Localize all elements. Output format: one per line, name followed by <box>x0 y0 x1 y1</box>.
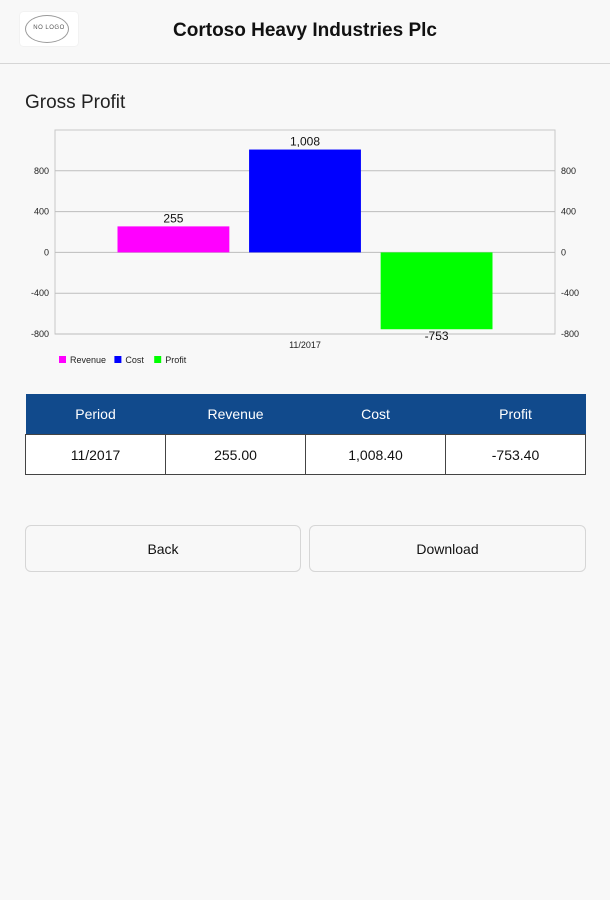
back-button[interactable]: Back <box>25 525 301 572</box>
legend-label-profit: Profit <box>165 355 187 365</box>
legend-swatch-revenue <box>59 356 66 363</box>
y-tick-label-right: -800 <box>561 329 579 339</box>
app-title: Cortoso Heavy Industries Plc <box>173 20 437 41</box>
legend-label-cost: Cost <box>125 355 144 365</box>
y-tick-label-left: 800 <box>34 166 49 176</box>
y-tick-label-right: -400 <box>561 288 579 298</box>
data-label-cost: 1,008 <box>290 135 320 149</box>
header-revenue: Revenue <box>165 394 306 435</box>
cell-cost: 1,008.40 <box>305 434 446 475</box>
y-tick-label-right: 0 <box>561 247 566 257</box>
y-tick-label-left: -800 <box>31 329 49 339</box>
cell-period: 11/2017 <box>25 434 166 475</box>
gross-profit-chart: 800 800 400 400 0 0 -400 -400 -800 -800 255 1,008 -7… <box>25 122 585 372</box>
y-tick-label-left: 0 <box>44 247 49 257</box>
app-header: NO LOGO Cortoso Heavy Industries Plc <box>0 0 610 64</box>
y-tick-label-left: 400 <box>34 207 49 217</box>
logo-text: NO LOGO <box>33 25 65 31</box>
chart-svg: 800 800 400 400 0 0 -400 -400 -800 -800 255 1,008 -7… <box>31 129 579 365</box>
header-period: Period <box>25 394 166 435</box>
section-title: Gross Profit <box>25 92 126 113</box>
company-logo: NO LOGO <box>20 12 78 46</box>
y-tick-label-right: 400 <box>561 207 576 217</box>
table-header-row: Period Revenue Cost Profit <box>25 394 586 435</box>
legend-swatch-profit <box>154 356 162 363</box>
x-tick-label: 11/2017 <box>289 340 321 350</box>
y-tick-label-left: -400 <box>31 288 49 298</box>
y-tick-label-right: 800 <box>561 166 576 176</box>
header-profit: Profit <box>445 394 586 435</box>
cell-profit: -753.40 <box>445 434 586 475</box>
header-cost: Cost <box>305 394 446 435</box>
data-table: Period Revenue Cost Profit 11/2017 255.0… <box>25 394 586 475</box>
bar-profit <box>380 252 493 330</box>
bar-revenue <box>117 226 230 253</box>
table-row: 11/2017 255.00 1,008.40 -753.40 <box>25 434 586 475</box>
bar-cost <box>249 149 361 253</box>
data-label-revenue: 255 <box>163 211 183 225</box>
legend-swatch-cost <box>114 356 122 363</box>
download-button[interactable]: Download <box>309 525 586 572</box>
logo-ring <box>25 15 69 43</box>
cell-revenue: 255.00 <box>165 434 306 475</box>
data-label-profit: -753 <box>425 329 449 343</box>
legend-label-revenue: Revenue <box>70 355 106 365</box>
